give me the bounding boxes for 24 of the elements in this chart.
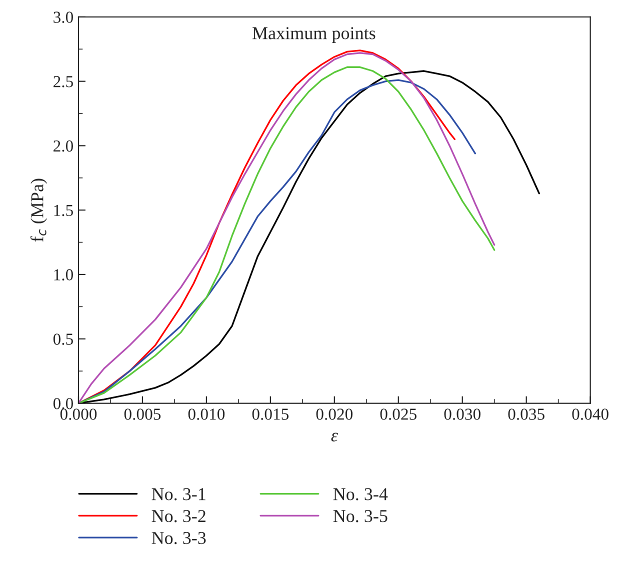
y-tick-label: 2.5	[54, 76, 73, 88]
x-tick-label: 0.030	[444, 408, 480, 420]
y-tick-label: 0.0	[53, 398, 74, 410]
y-tick-label: 1.0	[54, 269, 74, 280]
x-tick-label: 0.005	[124, 408, 161, 420]
x-tick-label: 0.040	[572, 408, 608, 420]
legend-label: No. 3-2	[152, 510, 206, 522]
x-tick-label: 0.010	[188, 408, 225, 420]
y-tick-label: 0.5	[53, 334, 73, 345]
y-tick-label: 1.5	[54, 204, 73, 216]
legend-label: No. 3-4	[333, 488, 388, 500]
y-tick-label: 3.0	[54, 12, 74, 23]
x-tick-label: 0.000	[60, 408, 97, 420]
x-tick-label: 0.025	[380, 408, 416, 420]
x-axis-title: ε	[331, 432, 338, 442]
x-tick-label: 0.015	[252, 408, 289, 420]
x-tick-label: 0.020	[316, 408, 353, 420]
annotation: Maximum points	[252, 27, 376, 43]
y-tick-label: 2.0	[54, 140, 74, 152]
y-axis-title: f$_{c}$ (MPa)	[30, 178, 48, 242]
legend-label: No. 3-5	[333, 510, 388, 522]
x-tick-label: 0.035	[508, 408, 544, 420]
legend-label: No. 3-3	[152, 532, 206, 544]
legend-label: No. 3-1	[152, 488, 206, 500]
